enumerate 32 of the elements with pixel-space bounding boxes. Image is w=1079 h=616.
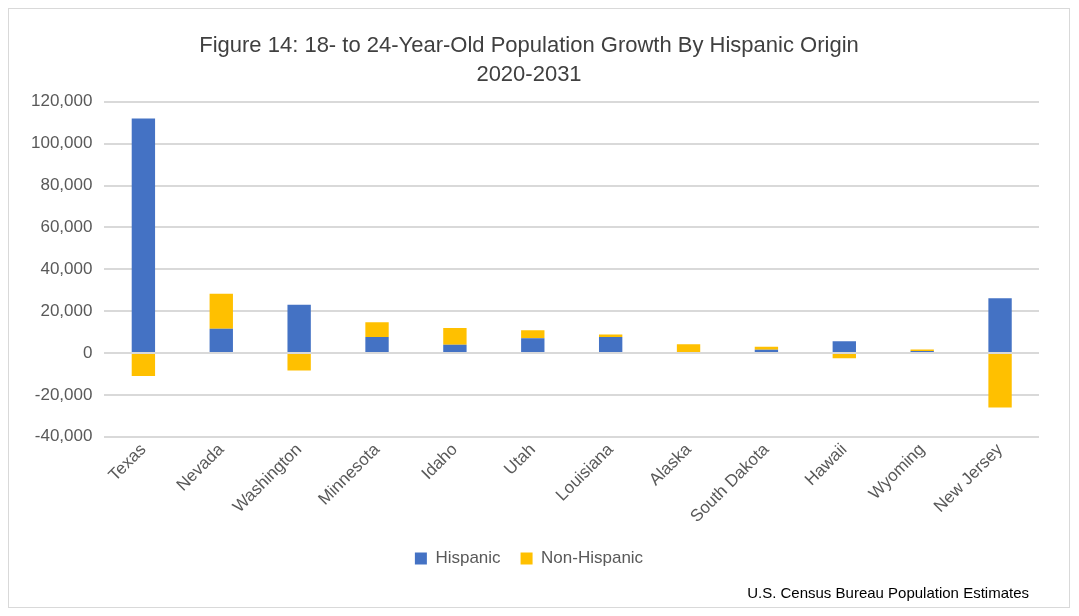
bar — [832, 354, 856, 359]
bar — [209, 293, 233, 329]
y-tick-label: 120,000 — [31, 91, 93, 111]
bar — [988, 298, 1012, 352]
bar — [598, 337, 623, 352]
y-tick-label: -40,000 — [34, 426, 93, 446]
chart-subtitle: 2020-2031 — [476, 60, 582, 86]
bar — [443, 327, 467, 345]
bar — [287, 354, 311, 371]
y-tick-label: 60,000 — [40, 217, 93, 237]
bar — [131, 118, 156, 352]
bar — [365, 336, 389, 352]
bar — [676, 344, 701, 352]
bar — [287, 304, 311, 352]
bar — [131, 354, 156, 377]
bar — [521, 338, 545, 352]
chart-title: Figure 14: 18- to 24-Year-Old Population Growth By Hispanic Origin — [199, 32, 859, 58]
text: U.S. Census Bureau Population Estimates — [747, 583, 1029, 601]
bar — [832, 341, 856, 352]
bar — [209, 328, 233, 352]
y-tick-label: 40,000 — [40, 258, 93, 278]
y-tick-label: 100,000 — [31, 133, 93, 153]
legend-label: Hispanic — [435, 548, 502, 568]
y-tick-label: -20,000 — [34, 384, 93, 404]
legend-label: Non-Hispanic — [541, 548, 644, 568]
y-tick-label: 0 — [82, 342, 93, 362]
bar — [988, 354, 1012, 408]
bar — [365, 322, 389, 337]
bar — [521, 330, 545, 339]
y-tick-label: 80,000 — [40, 175, 93, 195]
y-tick-label: 20,000 — [40, 300, 93, 320]
bar — [443, 344, 467, 352]
